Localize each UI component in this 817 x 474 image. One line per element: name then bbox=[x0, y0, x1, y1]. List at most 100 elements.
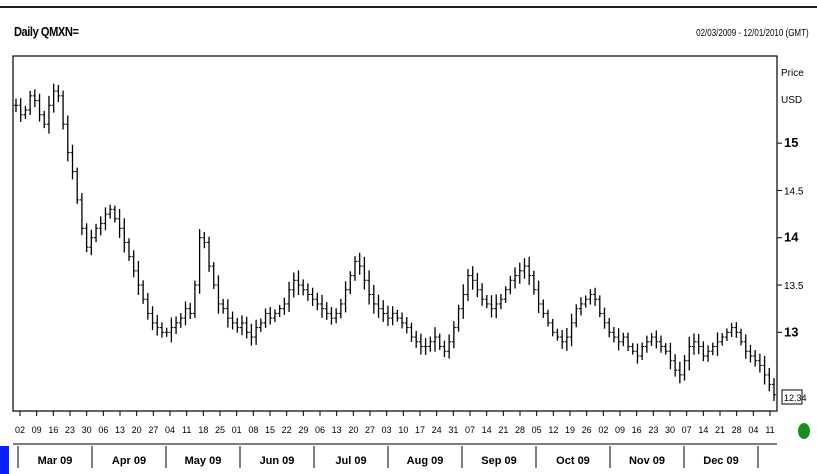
x-month-label: Apr 09 bbox=[112, 455, 146, 467]
price-bar bbox=[494, 294, 499, 319]
price-bar bbox=[122, 218, 127, 253]
price-bar bbox=[75, 167, 80, 204]
x-day-label: 30 bbox=[82, 425, 92, 435]
price-bar bbox=[98, 216, 103, 236]
price-bar bbox=[578, 297, 583, 316]
x-day-label: 21 bbox=[715, 425, 725, 435]
price-bar bbox=[626, 332, 631, 352]
last-value-box bbox=[781, 389, 803, 405]
price-bar bbox=[301, 279, 306, 296]
x-day-label: 15 bbox=[265, 425, 275, 435]
price-bar bbox=[334, 308, 339, 324]
price-bar bbox=[630, 343, 635, 355]
x-day-label: 25 bbox=[215, 425, 225, 435]
price-bar bbox=[489, 295, 494, 318]
status-dot bbox=[798, 423, 810, 439]
x-day-label: 13 bbox=[115, 425, 125, 435]
price-bar bbox=[23, 105, 28, 119]
price-bar bbox=[696, 334, 701, 355]
price-bar bbox=[418, 333, 423, 355]
price-bar bbox=[531, 270, 536, 295]
price-bar bbox=[414, 330, 419, 348]
x-month-label: May 09 bbox=[185, 455, 222, 467]
price-bar bbox=[475, 272, 480, 298]
y-axis-label: Price bbox=[781, 68, 804, 79]
price-bar bbox=[574, 304, 579, 328]
x-axis-month-labels: Mar 09 Apr 09 May 09 Jun 09 Jul 09 Aug 09 Sep … bbox=[17, 446, 759, 468]
x-day-label: 26 bbox=[582, 425, 592, 435]
price-bar bbox=[677, 361, 682, 384]
price-bar bbox=[108, 204, 113, 219]
price-bar bbox=[498, 294, 503, 310]
price-bar bbox=[367, 270, 372, 305]
price-bar bbox=[211, 262, 216, 289]
price-bar bbox=[329, 307, 334, 325]
price-bar bbox=[202, 231, 207, 249]
price-bar bbox=[484, 294, 489, 309]
y-tick-label: 15 bbox=[784, 135, 798, 150]
price-bar bbox=[188, 303, 193, 320]
price-bar bbox=[192, 280, 197, 318]
price-bar bbox=[395, 309, 400, 322]
price-bar bbox=[654, 330, 659, 349]
accent-tab bbox=[0, 446, 9, 474]
price-bar bbox=[513, 267, 518, 289]
price-bar bbox=[272, 309, 277, 323]
last-value-label: 12.34 bbox=[784, 393, 807, 403]
price-bar bbox=[724, 328, 729, 341]
price-bar bbox=[668, 342, 673, 370]
price-bar bbox=[141, 280, 146, 304]
price-bar bbox=[381, 300, 386, 322]
price-bar bbox=[348, 271, 353, 295]
price-bar bbox=[437, 333, 442, 350]
price-bar bbox=[56, 84, 61, 103]
price-bar bbox=[291, 272, 296, 298]
price-bar bbox=[569, 313, 574, 347]
y-tick-label: 14.5 bbox=[784, 186, 804, 197]
x-month-label: Aug 09 bbox=[407, 455, 444, 467]
x-day-label: 04 bbox=[165, 425, 175, 435]
price-bar bbox=[79, 193, 84, 236]
price-bar bbox=[287, 281, 292, 312]
price-bar bbox=[239, 315, 244, 336]
x-day-label: 09 bbox=[615, 425, 625, 435]
x-month-label: Sep 09 bbox=[481, 455, 516, 467]
price-bar bbox=[117, 209, 122, 239]
chart-title: Daily QMXN= bbox=[14, 24, 79, 39]
x-day-label: 18 bbox=[198, 425, 208, 435]
price-bar bbox=[357, 252, 362, 275]
price-bar bbox=[376, 294, 381, 318]
x-day-label: 03 bbox=[382, 425, 392, 435]
price-bar bbox=[310, 287, 315, 306]
price-bar bbox=[70, 144, 75, 180]
price-bar bbox=[225, 299, 230, 328]
price-bar bbox=[268, 306, 273, 325]
price-bar bbox=[18, 98, 23, 122]
x-day-label: 02 bbox=[598, 425, 608, 435]
price-bar bbox=[701, 341, 706, 362]
price-bar bbox=[244, 316, 249, 339]
x-day-label: 09 bbox=[32, 425, 42, 435]
price-bar bbox=[480, 283, 485, 306]
x-day-label: 20 bbox=[132, 425, 142, 435]
price-bar bbox=[423, 338, 428, 355]
price-bar bbox=[659, 335, 664, 353]
price-bar bbox=[451, 321, 456, 349]
price-bar bbox=[560, 329, 565, 349]
price-bar bbox=[465, 269, 470, 301]
price-bar bbox=[258, 318, 263, 332]
x-day-label: 02 bbox=[15, 425, 25, 435]
price-bar bbox=[687, 336, 692, 371]
price-bar bbox=[126, 238, 131, 261]
price-bar bbox=[305, 283, 310, 301]
price-bar bbox=[263, 308, 268, 328]
price-bar bbox=[663, 343, 668, 355]
price-bar bbox=[611, 326, 616, 343]
top-border-line bbox=[0, 6, 817, 8]
price-bar bbox=[343, 281, 348, 313]
price-bar bbox=[588, 289, 593, 305]
x-day-label: 27 bbox=[148, 425, 158, 435]
price-bar bbox=[527, 256, 532, 285]
price-bar bbox=[536, 280, 541, 314]
